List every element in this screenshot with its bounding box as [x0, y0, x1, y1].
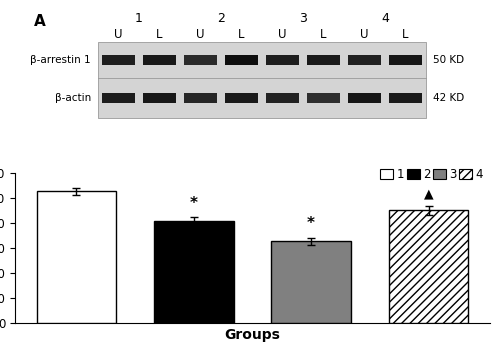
- Text: L: L: [238, 28, 245, 41]
- Legend: 1, 2, 3, 4: 1, 2, 3, 4: [380, 167, 484, 182]
- Bar: [102, 55, 135, 65]
- Text: 50 KD: 50 KD: [433, 55, 464, 65]
- Text: β-actin: β-actin: [54, 93, 91, 103]
- Bar: [154, 221, 234, 323]
- Bar: [307, 55, 340, 65]
- Text: 1: 1: [135, 11, 143, 25]
- Text: U: U: [360, 28, 368, 41]
- Bar: [348, 55, 381, 65]
- Bar: [389, 55, 422, 65]
- Bar: [348, 93, 381, 103]
- Bar: [143, 93, 176, 103]
- Text: 3: 3: [299, 11, 307, 25]
- Bar: [143, 55, 176, 65]
- Text: 4: 4: [381, 11, 389, 25]
- Bar: [307, 93, 340, 103]
- Text: 2: 2: [217, 11, 225, 25]
- Bar: [266, 93, 299, 103]
- Bar: [98, 42, 426, 118]
- Text: U: U: [278, 28, 286, 41]
- Text: L: L: [320, 28, 326, 41]
- Bar: [272, 242, 351, 323]
- Text: U: U: [114, 28, 123, 41]
- Bar: [36, 192, 117, 323]
- Text: β-arrestin 1: β-arrestin 1: [30, 55, 91, 65]
- Text: 42 KD: 42 KD: [433, 93, 464, 103]
- Bar: [388, 210, 468, 323]
- Text: *: *: [307, 217, 315, 231]
- Bar: [184, 93, 217, 103]
- Bar: [225, 93, 258, 103]
- Text: L: L: [402, 28, 408, 41]
- Bar: [389, 93, 422, 103]
- Bar: [225, 55, 258, 65]
- Text: A: A: [34, 14, 46, 29]
- Bar: [102, 93, 135, 103]
- Text: *: *: [190, 196, 198, 211]
- X-axis label: Groups: Groups: [224, 328, 280, 342]
- Text: L: L: [156, 28, 163, 41]
- Text: U: U: [196, 28, 205, 41]
- Bar: [266, 55, 299, 65]
- Bar: [184, 55, 217, 65]
- Text: ▲: ▲: [424, 188, 434, 201]
